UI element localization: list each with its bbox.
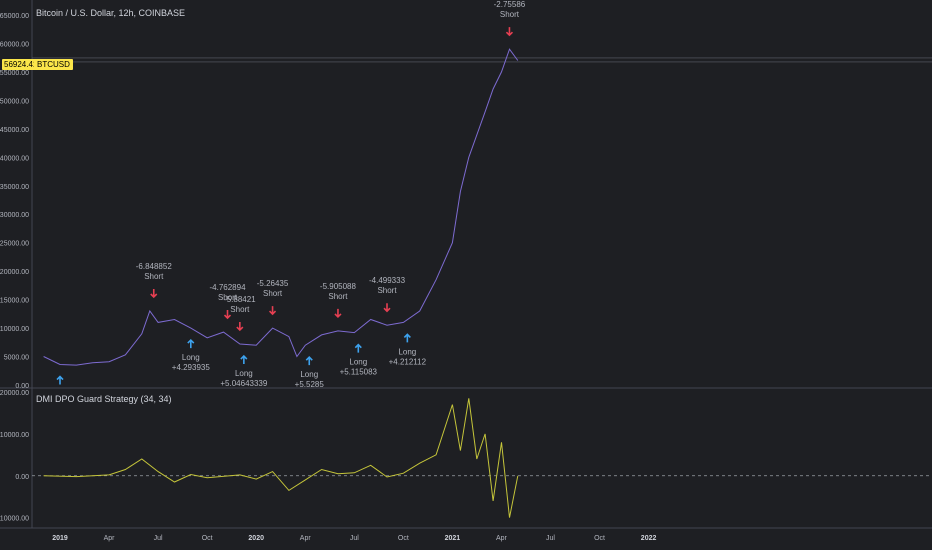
indicator-title: DMI DPO Guard Strategy (34, 34) [36,394,172,404]
indicator-y-tick-label: -10000.00 [0,516,29,523]
long-label-value: +5.115083 [340,368,378,377]
x-tick-label: 2019 [52,535,68,542]
short-arrow [383,303,391,313]
indicator-y-tick-label: 10000.00 [0,432,29,439]
long-arrow [403,333,411,343]
x-tick-label: Apr [496,535,508,542]
short-arrow [505,27,514,37]
long-label-text: Long [235,369,253,378]
y-tick-label: 45000.00 [0,127,29,134]
x-tick-label: Jul [350,535,359,542]
x-tick-label: 2020 [248,535,264,542]
long-arrow [240,354,248,365]
long-arrow [187,338,195,349]
y-tick-label: 35000.00 [0,184,29,191]
short-label-text: Short [218,293,238,302]
y-tick-label: 60000.00 [0,41,29,48]
y-tick-label: 50000.00 [0,98,29,105]
short-arrow [236,322,244,332]
short-label-value: -4.762894 [209,283,246,292]
short-label-text: Short [230,305,250,314]
short-label-value: -2.75586 [494,0,526,9]
y-tick-label: 55000.00 [0,70,29,77]
short-label-text: Short [328,292,348,301]
short-label-value: -5.26435 [257,279,289,288]
long-label-value: +4.293935 [172,363,211,372]
y-tick-label: 30000.00 [0,212,29,219]
short-label-text: Short [500,10,520,19]
short-label-text: Short [144,272,164,281]
x-tick-label: Apr [300,535,312,542]
short-label-value: -4.499333 [369,276,406,285]
x-tick-label: Oct [202,535,213,542]
short-arrow [223,310,232,320]
y-tick-label: 40000.00 [0,155,29,162]
long-arrow [305,356,313,366]
long-label-value: +4.212112 [389,357,427,366]
short-arrow [150,289,158,299]
short-label-value: -5.88421 [224,295,256,304]
y-tick-label: 10000.00 [0,326,29,333]
long-label-text: Long [398,347,416,356]
long-label-text: Long [349,358,367,367]
symbol-tag: BTCUSD [34,59,73,70]
y-tick-label: 65000.00 [0,13,29,20]
y-tick-label: 0.00 [15,383,29,390]
short-arrow [334,308,342,319]
long-arrow [354,343,362,353]
long-label-text: Long [300,370,318,379]
indicator-series-line [43,398,519,518]
long-arrow [56,375,64,385]
long-label-value: +5.04643339 [220,379,267,388]
short-arrow [268,306,277,316]
chart-title: Bitcoin / U.S. Dollar, 12h, COINBASE [36,8,186,18]
short-label-text: Short [377,286,397,295]
short-label-text: Short [263,289,283,298]
long-label-text: Long [182,353,200,362]
y-tick-label: 15000.00 [0,298,29,305]
x-tick-label: Apr [104,535,116,542]
x-tick-label: 2021 [445,535,461,542]
x-tick-label: Jul [546,535,555,542]
short-label-value: -6.848852 [136,262,173,271]
long-label-value: +5.5285 [295,380,325,389]
short-label-value: -5.905088 [320,282,357,291]
x-tick-label: 2022 [641,535,657,542]
y-tick-label: 20000.00 [0,269,29,276]
x-tick-label: Oct [398,535,409,542]
y-tick-label: 25000.00 [0,241,29,248]
indicator-y-tick-label: 20000.00 [0,390,29,397]
x-tick-label: Jul [154,535,163,542]
last-price-tag: 56924.41 [2,59,40,70]
x-tick-label: Oct [594,535,605,542]
price-series-line [43,48,519,366]
y-tick-label: 5000.00 [4,355,29,362]
indicator-y-tick-label: 0.00 [15,474,29,481]
